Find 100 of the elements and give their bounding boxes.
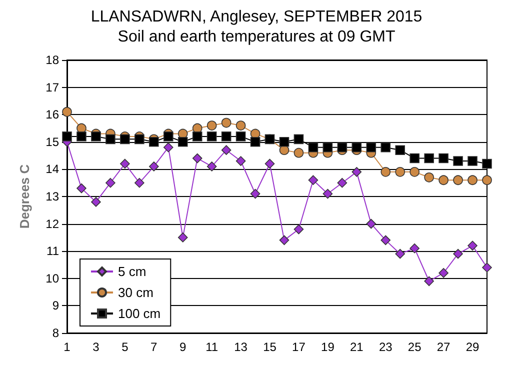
y-tick-label: 11	[46, 244, 60, 258]
point	[366, 142, 376, 152]
point	[308, 175, 318, 186]
point	[322, 188, 333, 199]
point	[395, 167, 406, 177]
point	[395, 248, 406, 259]
y-tick-label: 18	[46, 53, 60, 67]
point	[453, 248, 463, 259]
point	[424, 153, 434, 164]
x-tick-label: 3	[92, 340, 100, 354]
point	[106, 178, 116, 188]
point	[148, 162, 159, 172]
x-tick-label: 7	[150, 340, 158, 354]
legend-label: 30 cm	[118, 285, 154, 300]
point	[453, 156, 463, 166]
point	[148, 137, 159, 147]
point	[221, 118, 232, 128]
point	[468, 156, 478, 166]
point	[250, 137, 260, 147]
point	[163, 142, 174, 152]
point	[424, 172, 434, 182]
x-tick-label: 21	[350, 340, 364, 354]
point	[438, 268, 448, 278]
point	[91, 132, 101, 142]
point	[163, 132, 174, 142]
point	[380, 235, 391, 246]
point	[482, 262, 492, 272]
x-tick-label: 29	[466, 340, 480, 354]
point	[366, 218, 376, 229]
point	[294, 224, 304, 234]
point	[468, 240, 478, 251]
y-tick-label: 8	[52, 326, 60, 340]
point	[410, 243, 420, 254]
point	[322, 142, 333, 152]
x-tick-label: 9	[180, 340, 187, 354]
point	[337, 178, 348, 188]
point	[221, 145, 232, 155]
point	[294, 148, 304, 158]
point	[178, 137, 188, 147]
x-tick-label: 17	[292, 340, 306, 354]
point	[134, 134, 144, 144]
point	[236, 120, 246, 130]
point	[91, 197, 101, 207]
point	[120, 134, 130, 144]
point	[106, 134, 116, 144]
chart-title: LLANSADWRN, Anglesey, SEPTEMBER 2015	[90, 8, 422, 26]
point	[120, 158, 130, 169]
x-tick-label: 13	[234, 340, 248, 354]
legend-label: 5 cm	[118, 264, 146, 279]
point	[76, 132, 86, 142]
y-tick-label: 16	[46, 108, 60, 122]
legend-label: 100 cm	[118, 306, 161, 321]
point	[468, 175, 478, 186]
point	[221, 132, 232, 142]
point	[438, 175, 448, 186]
point	[264, 158, 275, 169]
point	[395, 145, 406, 155]
point	[236, 156, 246, 166]
point	[279, 137, 290, 147]
point	[206, 120, 217, 130]
x-tick-label: 11	[206, 340, 218, 354]
x-tick-label: 23	[378, 340, 393, 354]
point	[236, 132, 246, 142]
point	[337, 142, 348, 152]
point	[482, 175, 492, 186]
y-tick-label: 14	[46, 162, 60, 176]
point	[192, 153, 202, 164]
point	[352, 167, 362, 177]
point	[482, 158, 492, 169]
point	[294, 134, 304, 144]
x-tick-label: 25	[408, 340, 422, 354]
point	[424, 276, 434, 286]
y-tick-label: 17	[46, 80, 60, 94]
x-tick-label: 27	[436, 340, 451, 354]
point	[410, 167, 420, 177]
point	[62, 106, 72, 117]
x-tick-label: 15	[263, 340, 277, 354]
y-tick-label: 12	[46, 216, 60, 231]
point	[206, 162, 217, 172]
point	[279, 235, 290, 246]
point	[352, 142, 362, 152]
point	[134, 178, 144, 188]
point	[206, 132, 217, 142]
point	[380, 142, 391, 152]
chart-subtitle: Soil and earth temperatures at 09 GMT	[118, 28, 396, 46]
y-tick-label: 10	[46, 271, 60, 286]
y-tick-label: 15	[46, 134, 60, 149]
y-tick-label: 9	[52, 298, 60, 313]
x-tick-label: 5	[122, 340, 129, 354]
point	[380, 167, 391, 177]
point	[76, 183, 86, 194]
y-axis-title: Degrees C	[17, 164, 32, 229]
point	[453, 175, 463, 186]
x-tick-label: 1	[64, 340, 71, 354]
point	[410, 153, 420, 164]
x-tick-label: 19	[321, 340, 335, 354]
point	[178, 232, 188, 242]
y-tick-label: 13	[46, 190, 60, 204]
point	[192, 132, 202, 142]
point	[438, 153, 448, 164]
